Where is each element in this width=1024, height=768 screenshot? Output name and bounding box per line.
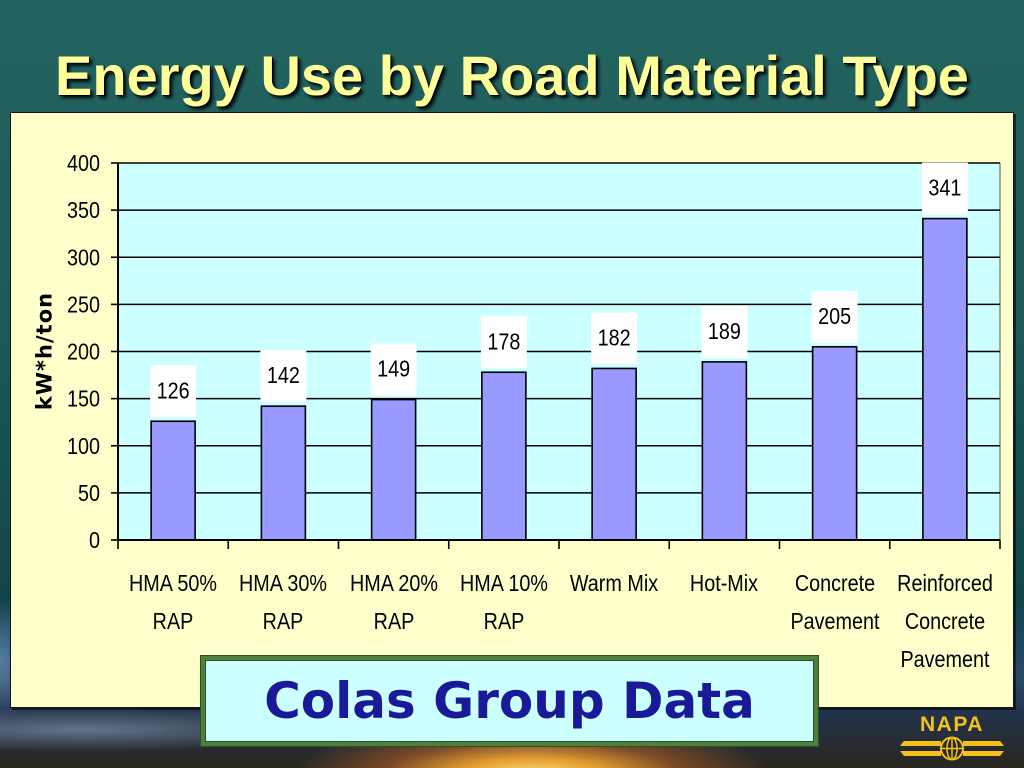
data-label: 182 <box>598 325 631 351</box>
source-text: Colas Group Data <box>264 672 755 730</box>
y-axis-label: kW*h/ton <box>32 292 56 410</box>
y-tick-label: 250 <box>67 292 100 318</box>
bar <box>922 217 968 541</box>
data-label-box <box>150 365 197 418</box>
data-label-box <box>591 312 638 365</box>
y-tick-label: 400 <box>67 151 100 177</box>
data-label: 142 <box>267 363 300 389</box>
bar <box>811 345 858 541</box>
globe-emblem-icon <box>900 736 1004 761</box>
bar <box>150 420 196 541</box>
bar <box>481 371 527 541</box>
napa-logo-text: NAPA <box>920 713 984 736</box>
y-tick-label: 100 <box>67 433 100 459</box>
y-tick-label: 0 <box>89 528 100 554</box>
data-label-box <box>480 316 527 369</box>
chart-marks: 126 142 149 178 182 189 205 341 0 50 100 150 200 250 3… <box>67 151 1001 554</box>
bar <box>591 367 637 541</box>
y-tick-label: 150 <box>67 386 100 412</box>
data-label: 178 <box>487 329 520 355</box>
napa-logo: NAPA <box>900 713 1004 761</box>
data-label: 149 <box>377 356 410 382</box>
data-label-box <box>811 290 858 343</box>
data-label-box <box>370 343 417 396</box>
bar <box>701 361 748 541</box>
data-label: 341 <box>928 175 961 201</box>
y-tick-label: 50 <box>78 481 100 507</box>
y-tick-label: 300 <box>67 245 100 271</box>
bar <box>260 405 307 541</box>
y-tick-label: 200 <box>67 339 100 365</box>
data-label: 205 <box>818 303 851 329</box>
slide-title: Energy Use by Road Material Type <box>55 44 969 107</box>
data-label-box <box>701 305 748 358</box>
data-label-box <box>260 350 307 403</box>
data-label: 189 <box>708 319 741 345</box>
source-box: Colas Group Data <box>201 656 818 746</box>
y-tick-label: 350 <box>67 198 100 224</box>
bar <box>370 398 417 541</box>
data-label-box <box>921 162 968 215</box>
data-label: 126 <box>157 378 190 404</box>
